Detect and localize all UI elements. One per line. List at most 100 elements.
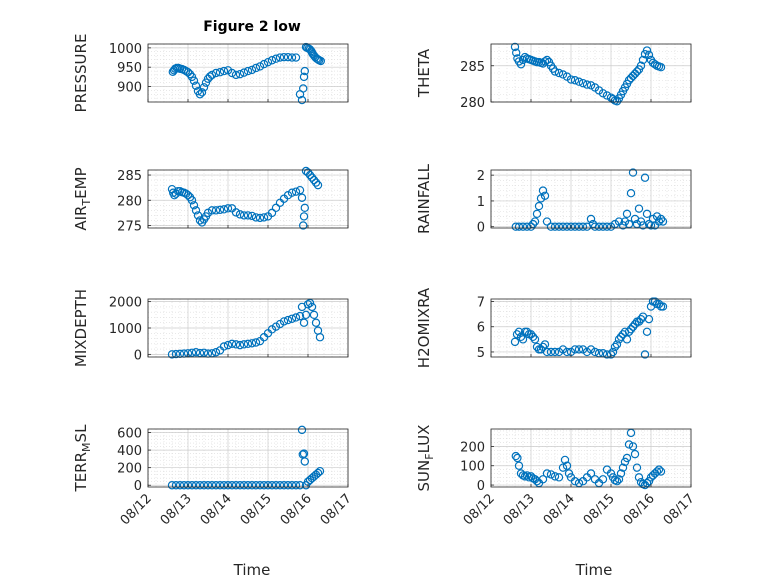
- data-point: [195, 481, 205, 490]
- data-point: [316, 56, 325, 66]
- data-point: [187, 196, 197, 205]
- data-point: [550, 222, 560, 231]
- data-point: [207, 70, 217, 80]
- data-point: [309, 175, 319, 185]
- data-point: [542, 469, 552, 478]
- data-point: [634, 473, 644, 482]
- data-point: [598, 89, 608, 98]
- data-point: [279, 52, 289, 62]
- x-tick-label: 08/16: [278, 491, 315, 528]
- y-axis-label: AIRTEMP: [72, 167, 93, 230]
- data-point: [183, 191, 193, 200]
- data-point: [656, 467, 666, 476]
- data-point: [169, 66, 179, 75]
- data-point: [511, 451, 521, 461]
- subplot-6: 5 6 7 H2OMIXRA: [415, 287, 692, 368]
- data-point: [211, 206, 221, 215]
- data-point: [594, 222, 604, 231]
- x-tick-label: 08/12: [118, 491, 155, 528]
- data-point: [279, 481, 289, 490]
- data-point: [247, 339, 257, 348]
- data-point: [197, 88, 207, 97]
- y-axis-label: PRESSURE: [72, 34, 90, 113]
- data-point: [586, 469, 596, 478]
- data-point: [251, 481, 261, 490]
- subplot-2: 280 285 THETA: [415, 42, 692, 111]
- data-point: [287, 481, 297, 490]
- data-point: [598, 475, 608, 484]
- x-tick-label: 08/14: [198, 491, 235, 528]
- data-point: [243, 481, 253, 490]
- data-point: [299, 212, 309, 221]
- data-point: [608, 94, 618, 104]
- data-point: [514, 327, 524, 336]
- data-point: [299, 72, 309, 82]
- data-point: [231, 208, 241, 217]
- y-axis-label: SUNFLUX: [415, 425, 436, 492]
- data-point: [616, 469, 626, 478]
- y-tick-label: 0: [477, 479, 485, 494]
- data-point: [562, 347, 572, 357]
- data-point: [267, 56, 277, 65]
- x-tick-label: 08/12: [461, 491, 498, 528]
- y-tick-label: 2000: [109, 296, 142, 311]
- data-point: [530, 335, 540, 344]
- data-point: [307, 302, 317, 312]
- y-tick-label: 0: [134, 479, 142, 494]
- data-point: [251, 63, 261, 73]
- data-point: [558, 222, 568, 231]
- data-point: [203, 481, 213, 490]
- y-tick-label: 2: [477, 169, 485, 184]
- y-axis-label: RAINFALL: [415, 163, 433, 234]
- data-point: [628, 322, 638, 331]
- data-point: [622, 335, 632, 344]
- data-point: [558, 463, 568, 472]
- y-axis-label: TERRMSL: [72, 424, 93, 493]
- data-point: [624, 327, 634, 336]
- data-point: [634, 317, 644, 326]
- data-point: [570, 222, 580, 231]
- y-axis-label: MIXDEPTH: [72, 289, 90, 367]
- data-point: [191, 348, 201, 357]
- data-point: [231, 70, 241, 80]
- data-point: [652, 467, 662, 476]
- data-point: [219, 66, 229, 76]
- data-point: [189, 201, 199, 210]
- subplot-4: 0 1 2 RAINFALL: [415, 163, 692, 236]
- data-point: [528, 332, 538, 342]
- data-point: [239, 340, 249, 349]
- x-tick-label: 08/15: [581, 491, 618, 528]
- data-point: [243, 339, 253, 349]
- data-point: [526, 330, 536, 339]
- data-point: [566, 75, 576, 84]
- data-point: [626, 325, 636, 334]
- data-point: [297, 95, 307, 105]
- data-point: [642, 209, 652, 219]
- y-tick-label: 900: [117, 81, 142, 96]
- data-point: [171, 349, 181, 359]
- y-tick-label: 1000: [109, 322, 142, 337]
- data-point: [614, 475, 624, 484]
- data-point: [658, 217, 668, 226]
- data-point: [574, 77, 584, 86]
- data-point: [516, 332, 526, 342]
- y-tick-label: 280: [117, 194, 142, 209]
- data-point: [311, 178, 321, 187]
- data-point: [231, 340, 241, 349]
- data-point: [614, 335, 624, 344]
- data-point: [542, 217, 552, 226]
- data-point: [636, 61, 646, 70]
- figure-title: Figure 2 low: [203, 19, 301, 35]
- x-axis-label-right: Time: [575, 561, 613, 579]
- data-point: [199, 348, 209, 357]
- data-point: [287, 314, 297, 323]
- data-point: [299, 84, 308, 93]
- data-point: [251, 338, 261, 347]
- data-point: [622, 453, 632, 463]
- data-point: [279, 317, 289, 326]
- data-point: [297, 193, 307, 202]
- data-point: [283, 52, 293, 62]
- data-point: [243, 211, 253, 220]
